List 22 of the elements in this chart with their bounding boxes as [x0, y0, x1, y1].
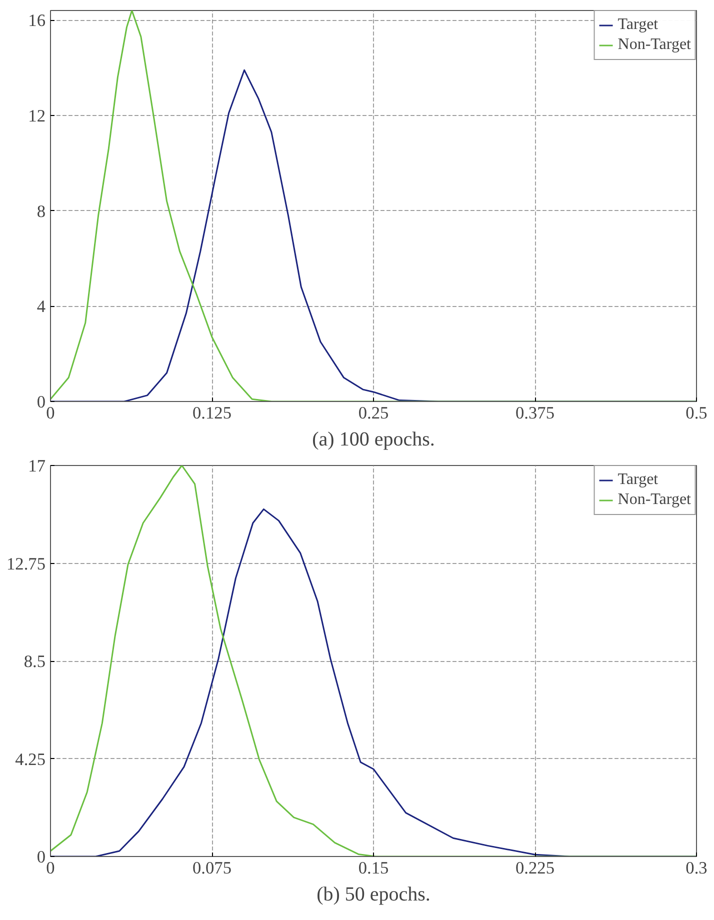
x-tick-label: 0.225	[516, 858, 555, 878]
x-tick-label: 0.3	[686, 858, 708, 878]
legend-label: Target	[618, 16, 658, 34]
legend-label: Non-Target	[618, 491, 691, 509]
y-tick-label: 8	[36, 202, 46, 221]
y-tick-label: 8.5	[24, 652, 46, 671]
x-tick-label: 0.5	[686, 404, 708, 422]
x-tick-label: 0.125	[192, 404, 232, 422]
y-tick-label: 12.75	[6, 554, 46, 574]
y-tick-label: 4.25	[15, 750, 46, 769]
y-tick-label: 4	[36, 297, 46, 316]
x-tick-label: 0.25	[358, 404, 389, 422]
legend-label: Target	[618, 471, 658, 489]
y-tick-label: 12	[28, 106, 46, 126]
y-tick-label: 17	[28, 456, 46, 476]
text: (a) 100 epochs.	[312, 428, 435, 450]
y-tick-label: 16	[28, 11, 46, 30]
x-tick-label: 0.375	[516, 404, 555, 422]
x-tick-label: 0.15	[358, 858, 389, 878]
text: (b) 50 epochs.	[316, 884, 430, 906]
x-tick-label: 0.075	[192, 858, 232, 878]
legend-label: Non-Target	[618, 36, 691, 54]
